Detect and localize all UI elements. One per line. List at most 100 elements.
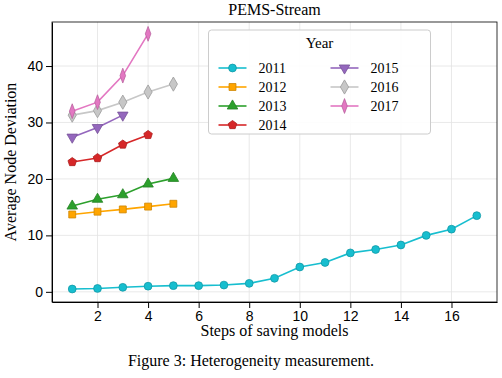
legend-marker (339, 65, 350, 74)
legend-label: 2012 (259, 80, 287, 95)
series-point (170, 200, 177, 207)
x-axis: 246810121416 (53, 302, 498, 324)
legend: Year 2011 2012 2013 2014 2015 2016 2017 (209, 30, 431, 134)
caption: Figure 3: Heterogeneity measurement. (128, 352, 374, 370)
series-line (72, 84, 173, 115)
tick: 14 (394, 302, 410, 324)
series-point (119, 95, 127, 109)
series (68, 130, 152, 165)
series-point (169, 77, 177, 91)
tick: 2 (94, 302, 102, 324)
legend-marker (227, 100, 238, 109)
tick: 40 (27, 58, 52, 74)
series-point (168, 172, 179, 181)
series-point (271, 274, 279, 282)
tick-label: 30 (27, 114, 43, 130)
legend-entry: 2016 (331, 80, 399, 95)
legend-marker (342, 99, 348, 114)
legend-entry: 2013 (219, 99, 287, 114)
series-point (296, 263, 304, 271)
series-line (72, 34, 148, 111)
series-point (119, 206, 126, 213)
tick-label: 2 (94, 308, 102, 324)
series-point (69, 104, 75, 119)
series (67, 172, 179, 209)
plot-area: 246810121416010203040 (27, 22, 497, 324)
series-point (195, 282, 203, 290)
series-point (92, 193, 103, 202)
series-point (94, 208, 101, 215)
tick-label: 14 (394, 308, 410, 324)
series-point (372, 246, 380, 254)
grid-line (451, 22, 452, 302)
chart: 246810121416010203040PEMS-StreamSteps of… (0, 0, 502, 378)
legend-label: 2014 (259, 118, 287, 133)
legend-label: 2016 (371, 80, 399, 95)
series-point (120, 68, 126, 83)
series-point (220, 281, 228, 289)
series-point (473, 212, 481, 220)
series-point (119, 140, 128, 148)
series-point (94, 285, 102, 293)
series-point (321, 259, 329, 267)
legend-title: Year (306, 35, 334, 51)
grid-line (52, 178, 497, 179)
series-line (72, 204, 173, 215)
legend-label: 2017 (371, 99, 399, 114)
tick-label: 10 (27, 227, 43, 243)
tick: 4 (145, 302, 153, 324)
tick-mark (46, 66, 52, 67)
series-point (145, 26, 151, 41)
tick: 6 (195, 302, 203, 324)
series-layer (67, 26, 481, 292)
grid (52, 22, 497, 302)
grid-line (148, 22, 149, 302)
tick-mark (46, 179, 52, 180)
legend-marker (340, 80, 348, 94)
series-line (72, 178, 173, 206)
tick: 20 (27, 171, 52, 187)
tick-label: 20 (27, 171, 43, 187)
series-point (422, 231, 430, 239)
title: PEMS-Stream (228, 1, 321, 18)
tick: 0 (35, 284, 52, 300)
series-point (245, 279, 253, 287)
series-point (346, 249, 354, 257)
legend-entry: 2011 (219, 61, 286, 76)
legend-marker (229, 84, 236, 91)
series-point (397, 241, 405, 249)
tick-label: 4 (145, 308, 153, 324)
series-point (119, 283, 127, 291)
series-point (144, 130, 153, 138)
series-point (93, 154, 102, 162)
legend-label: 2013 (259, 99, 287, 114)
grid-line (52, 291, 497, 292)
series-point (67, 134, 78, 143)
legend-marker (228, 121, 237, 129)
series-point (67, 200, 78, 209)
series-point (144, 282, 152, 290)
series-point (144, 85, 152, 99)
series (69, 26, 150, 118)
series-point (69, 211, 76, 218)
legend-entry: 2017 (331, 99, 399, 114)
tick: 12 (343, 302, 359, 324)
tick: 10 (292, 302, 308, 324)
tick-label: 0 (35, 284, 43, 300)
series-point (145, 203, 152, 210)
x-axis-title: Steps of saving models (201, 322, 349, 340)
tick: 30 (27, 114, 52, 130)
tick: 16 (444, 302, 460, 324)
series-line (72, 216, 477, 289)
series-line (72, 135, 148, 162)
tick-label: 40 (27, 58, 43, 74)
series (68, 212, 480, 293)
series-point (68, 158, 77, 166)
plot-frame (52, 22, 497, 302)
tick-mark (46, 292, 52, 293)
legend-entry: 2015 (331, 61, 399, 76)
y-axis-title: Average Node Deviation (2, 83, 20, 242)
series-point (118, 189, 129, 198)
series-point (143, 178, 154, 187)
series-point (68, 285, 76, 293)
